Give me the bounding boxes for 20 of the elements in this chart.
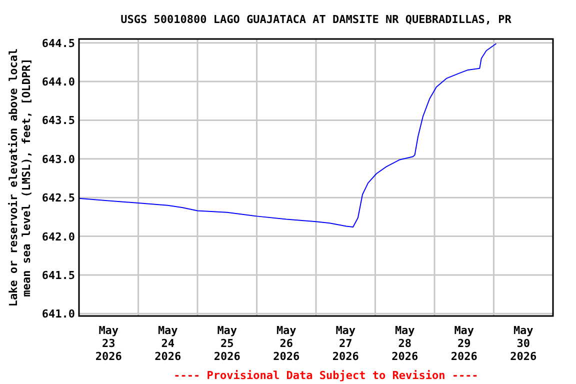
x-tick-label: May 25 2026	[214, 324, 241, 363]
y-tick-label: 643.5	[42, 114, 75, 128]
y-tick-label: 642.5	[42, 192, 75, 205]
x-tick-label: May 23 2026	[95, 324, 122, 363]
y-tick-label: 642.0	[42, 230, 75, 244]
y-axis-title: Lake or reservoir elevation above local mean sea level (LMSL), feet, [OLDPR]	[7, 48, 33, 307]
chart-title: USGS 50010800 LAGO GUAJATACA AT DAMSITE NR QUEBRADILLAS, PR	[120, 13, 512, 26]
x-tick-label: May 30 2026	[510, 324, 537, 363]
y-tick-label: 644.5	[42, 36, 75, 50]
line-series	[78, 43, 497, 228]
x-tick-label: May 26 2026	[273, 324, 300, 363]
x-tick-label: May 28 2026	[392, 324, 418, 363]
y-tick-label: 641.5	[42, 268, 75, 282]
y-tick-label: 641.0	[42, 308, 75, 321]
y-tick-label: 643.0	[42, 152, 75, 166]
x-tick-label: May 27 2026	[332, 324, 360, 363]
y-tick-label: 644.0	[42, 76, 75, 89]
x-tick-label: May 29 2026	[450, 324, 478, 363]
text: ---- Provisional Data Subject to Revision ----	[174, 369, 478, 382]
x-tick-label: May 24 2026	[154, 324, 182, 363]
